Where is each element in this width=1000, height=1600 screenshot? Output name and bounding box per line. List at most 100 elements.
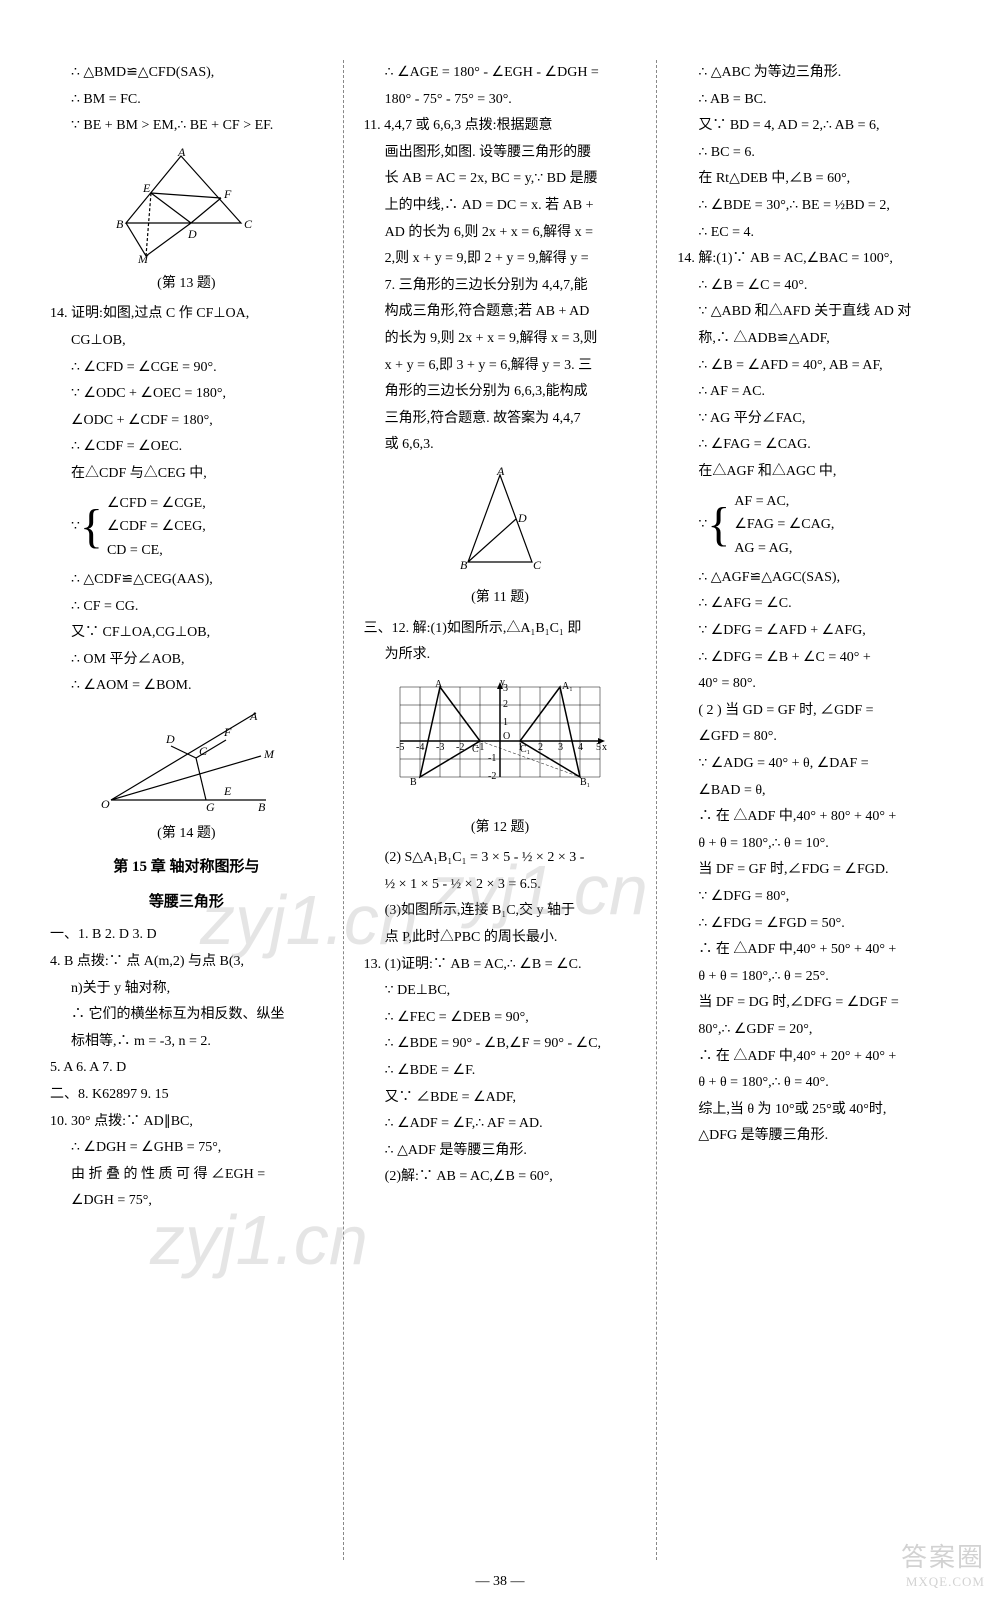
text-line: ∴ CF = CG. bbox=[50, 594, 323, 621]
text-line: 80°,∴ ∠GDF = 20°, bbox=[677, 1017, 950, 1044]
text-line: ∵ AG 平分∠FAC, bbox=[677, 406, 950, 433]
brace-line: ∠CFD = ∠CGE, bbox=[107, 492, 206, 516]
text-line: 二、8. K62897 9. 15 bbox=[50, 1082, 323, 1109]
text-line: 180° - 75° - 75° = 30°. bbox=[364, 87, 637, 114]
svg-text:-5: -5 bbox=[396, 742, 404, 753]
svg-text:A: A bbox=[177, 148, 186, 159]
text-line: ( 2 ) 当 GD = GF 时, ∠GDF = bbox=[677, 698, 950, 725]
text-line: 标相等,∴ m = -3, n = 2. bbox=[50, 1029, 323, 1056]
text-line: 综上,当 θ 为 10°或 25°或 40°时, bbox=[677, 1097, 950, 1124]
svg-text:C: C bbox=[533, 558, 542, 572]
text-line: ∴ ∠FEC = ∠DEB = 90°, bbox=[364, 1005, 637, 1032]
svg-text:-1: -1 bbox=[488, 753, 496, 764]
text-line: ∴ ∠B = ∠C = 40°. bbox=[677, 273, 950, 300]
svg-text:-4: -4 bbox=[416, 742, 424, 753]
text-line: ∵ ∠ODC + ∠OEC = 180°, bbox=[50, 381, 323, 408]
text-line: △DFG 是等腰三角形. bbox=[677, 1123, 950, 1150]
text-line: ∵ ∠DFG = 80°, bbox=[677, 884, 950, 911]
text-line: ∴ ∠AGE = 180° - ∠EGH - ∠DGH = bbox=[364, 60, 637, 87]
text-line: ∴ AB = BC. bbox=[677, 87, 950, 114]
column-3: ∴ △ABC 为等边三角形. ∴ AB = BC. 又∵ BD = 4, AD … bbox=[677, 60, 950, 1560]
text-line: 构成三角形,符合题意;若 AB + AD bbox=[364, 299, 637, 326]
chapter-title: 等腰三角形 bbox=[50, 888, 323, 917]
text-line: 长 AB = AC = 2x, BC = y,∵ BD 是腰 bbox=[364, 166, 637, 193]
svg-text:B₁: B₁ bbox=[580, 777, 590, 788]
brace-line: ∠CDF = ∠CEG, bbox=[107, 515, 206, 539]
text-line: ∴ 在 △ADF 中,40° + 80° + 40° + bbox=[677, 804, 950, 831]
text-line: 13. (1)证明:∵ AB = AC,∴ ∠B = ∠C. bbox=[364, 952, 637, 979]
text-line: 2,则 x + y = 9,即 2 + y = 9,解得 y = bbox=[364, 246, 637, 273]
text-line: θ + θ = 180°,∴ θ = 10°. bbox=[677, 831, 950, 858]
svg-text:D: D bbox=[187, 227, 197, 241]
text-line: ∴ BC = 6. bbox=[677, 140, 950, 167]
text-line: ∴ 在 △ADF 中,40° + 20° + 40° + bbox=[677, 1044, 950, 1071]
figure-caption: (第 13 题) bbox=[50, 271, 323, 298]
brace-prefix: ∵ bbox=[698, 512, 707, 539]
text-line: 5. A 6. A 7. D bbox=[50, 1055, 323, 1082]
column-divider bbox=[343, 60, 344, 1560]
svg-text:-2: -2 bbox=[488, 771, 496, 782]
text-line: 40° = 80°. bbox=[677, 671, 950, 698]
svg-text:F: F bbox=[223, 725, 232, 739]
svg-text:M: M bbox=[263, 747, 275, 761]
svg-text:x: x bbox=[602, 742, 607, 753]
text-line: 由 折 叠 的 性 质 可 得 ∠EGH = bbox=[50, 1162, 323, 1189]
text-line: ∴ OM 平分∠AOB, bbox=[50, 647, 323, 674]
text-line: 11. 4,4,7 或 6,6,3 点拨:根据题意 bbox=[364, 113, 637, 140]
text-line: 三角形,符合题意. 故答案为 4,4,7 bbox=[364, 406, 637, 433]
text-line: ∵ ∠DFG = ∠AFD + ∠AFG, bbox=[677, 618, 950, 645]
text-line: ∴ ∠FDG = ∠FGD = 50°. bbox=[677, 911, 950, 938]
svg-text:B: B bbox=[460, 558, 468, 572]
text-line: ∴ AF = AC. bbox=[677, 379, 950, 406]
text-line: ∴ 它们的横坐标互为相反数、纵坐 bbox=[50, 1002, 323, 1029]
svg-text:B: B bbox=[410, 777, 417, 788]
svg-text:3: 3 bbox=[558, 742, 563, 753]
svg-text:3: 3 bbox=[503, 683, 508, 694]
figure-14: A D F C M E G B O bbox=[50, 708, 323, 813]
text-line: (2)解:∵ AB = AC,∠B = 60°, bbox=[364, 1164, 637, 1191]
text-line: CG⊥OB, bbox=[50, 328, 323, 355]
text-line: (2) S△A₁B₁C₁ = 3 × 5 - ½ × 2 × 3 - bbox=[364, 845, 637, 872]
text-line: ∠GFD = 80°. bbox=[677, 724, 950, 751]
svg-text:M: M bbox=[137, 252, 149, 263]
corner-watermark-en: MXQE.COM bbox=[901, 1574, 985, 1590]
svg-text:A: A bbox=[496, 467, 505, 478]
chapter-title: 第 15 章 轴对称图形与 bbox=[50, 853, 323, 882]
figure-13: A E F B D C M bbox=[50, 148, 323, 263]
svg-text:A: A bbox=[435, 679, 443, 690]
svg-text:F: F bbox=[223, 187, 232, 201]
text-line: ∠ODC + ∠CDF = 180°, bbox=[50, 408, 323, 435]
svg-text:B: B bbox=[258, 800, 266, 813]
text-line: θ + θ = 180°,∴ θ = 40°. bbox=[677, 1070, 950, 1097]
svg-text:1: 1 bbox=[503, 717, 508, 728]
svg-text:4: 4 bbox=[578, 742, 583, 753]
figure-11: A D B C bbox=[364, 467, 637, 577]
text-line: 7. 三角形的三边长分别为 4,4,7,能 bbox=[364, 273, 637, 300]
text-line: ∴ △CDF≌△CEG(AAS), bbox=[50, 567, 323, 594]
text-line: ∴ ∠CDF = ∠OEC. bbox=[50, 434, 323, 461]
column-divider bbox=[656, 60, 657, 1560]
column-2: ∴ ∠AGE = 180° - ∠EGH - ∠DGH = 180° - 75°… bbox=[364, 60, 637, 1560]
text-line: 为所求. bbox=[364, 642, 637, 669]
text-line: 在△CDF 与△CEG 中, bbox=[50, 461, 323, 488]
text-line: 在 Rt△DEB 中,∠B = 60°, bbox=[677, 166, 950, 193]
text-line: 当 DF = GF 时,∠FDG = ∠FGD. bbox=[677, 857, 950, 884]
figure-caption: (第 14 题) bbox=[50, 821, 323, 848]
brace-group: ∵ { AF = AC, ∠FAG = ∠CAG, AG = AG, bbox=[698, 490, 950, 561]
svg-text:O: O bbox=[503, 731, 510, 742]
svg-text:O: O bbox=[101, 797, 110, 811]
text-line: 的长为 9,则 2x + x = 9,解得 x = 3,则 bbox=[364, 326, 637, 353]
text-line: 又∵ ∠BDE = ∠ADF, bbox=[364, 1085, 637, 1112]
svg-text:C: C bbox=[199, 744, 208, 758]
svg-text:D: D bbox=[517, 511, 527, 525]
text-line: (3)如图所示,连接 B₁C,交 y 轴于 bbox=[364, 898, 637, 925]
text-line: ∴ ∠ADF = ∠F,∴ AF = AD. bbox=[364, 1111, 637, 1138]
brace-line: AG = AG, bbox=[734, 537, 834, 561]
text-line: ∴ ∠DGH = ∠GHB = 75°, bbox=[50, 1135, 323, 1162]
svg-text:-3: -3 bbox=[436, 742, 444, 753]
text-line: ∴ △AGF≌△AGC(SAS), bbox=[677, 565, 950, 592]
text-line: ∴ EC = 4. bbox=[677, 220, 950, 247]
text-line: ∴ ∠BDE = ∠F. bbox=[364, 1058, 637, 1085]
text-line: ∴ ∠BDE = 30°,∴ BE = ½BD = 2, bbox=[677, 193, 950, 220]
corner-watermark-cn: 答案圈 bbox=[901, 1537, 985, 1574]
